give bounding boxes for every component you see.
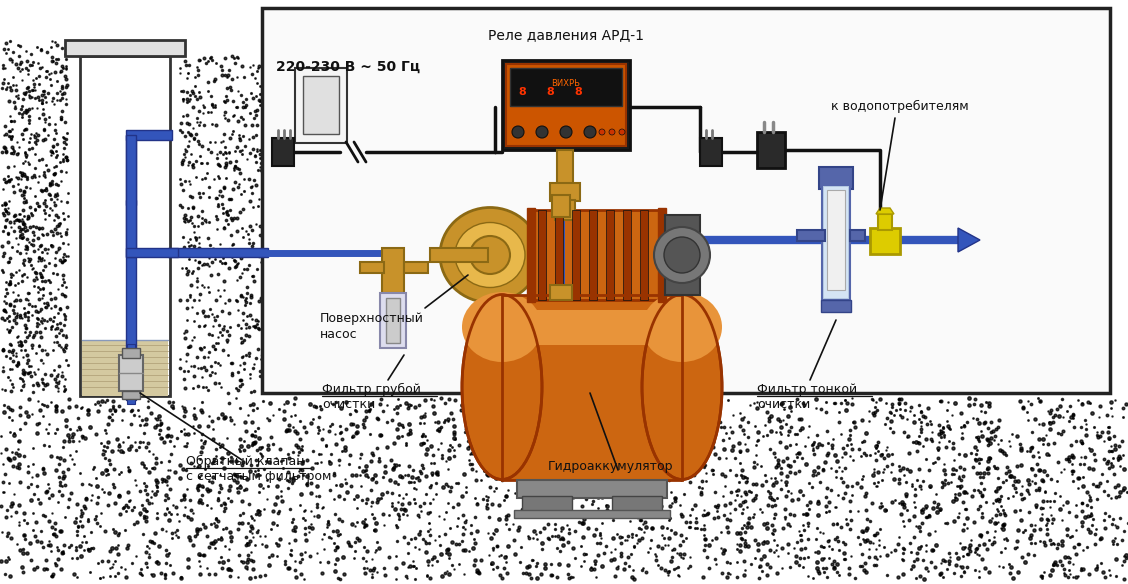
Circle shape xyxy=(512,126,525,138)
Bar xyxy=(502,295,682,480)
Bar xyxy=(870,228,900,254)
Text: Фильтр грубой: Фильтр грубой xyxy=(321,383,421,396)
Bar xyxy=(555,200,575,220)
Bar xyxy=(851,230,865,241)
Circle shape xyxy=(654,227,710,283)
Bar xyxy=(126,248,178,257)
Bar xyxy=(0,393,1128,584)
Ellipse shape xyxy=(470,236,510,274)
Bar xyxy=(510,68,622,106)
Circle shape xyxy=(664,237,700,273)
Ellipse shape xyxy=(440,207,540,303)
Ellipse shape xyxy=(642,294,722,479)
Bar xyxy=(557,150,573,190)
Text: Поверхностный: Поверхностный xyxy=(320,312,424,325)
Bar xyxy=(550,285,572,300)
Bar xyxy=(555,210,563,300)
Text: очистки: очистки xyxy=(321,398,376,411)
Text: Гидроаккумулятор: Гидроаккумулятор xyxy=(548,460,673,473)
Bar xyxy=(502,310,682,345)
Text: Фильтр тонкой: Фильтр тонкой xyxy=(757,383,857,396)
Bar xyxy=(380,293,406,348)
Bar xyxy=(272,138,294,166)
Ellipse shape xyxy=(462,294,541,479)
Bar xyxy=(606,210,614,300)
Circle shape xyxy=(609,129,615,135)
Bar xyxy=(126,135,136,205)
Bar xyxy=(527,208,535,302)
Bar xyxy=(386,298,400,343)
Bar xyxy=(530,210,660,300)
Bar xyxy=(404,262,428,273)
Text: с сетчатым фильтром: с сетчатым фильтром xyxy=(186,470,332,483)
Text: насос: насос xyxy=(320,328,358,341)
Bar xyxy=(65,40,185,56)
Text: 220-230 В ~ 50 Гц: 220-230 В ~ 50 Гц xyxy=(276,60,420,74)
Text: 8: 8 xyxy=(546,87,554,97)
Bar xyxy=(303,76,340,134)
Circle shape xyxy=(559,126,572,138)
Ellipse shape xyxy=(462,292,541,362)
Bar xyxy=(821,300,851,312)
Bar xyxy=(168,248,268,257)
Bar xyxy=(262,8,1110,393)
Bar xyxy=(822,185,851,300)
Circle shape xyxy=(599,129,605,135)
Polygon shape xyxy=(958,228,980,252)
Bar xyxy=(126,135,136,257)
Bar xyxy=(538,210,546,300)
Bar xyxy=(296,68,347,143)
Circle shape xyxy=(619,129,625,135)
Bar xyxy=(666,215,700,295)
Text: 8: 8 xyxy=(574,87,582,97)
Bar xyxy=(589,210,597,300)
Bar xyxy=(80,56,170,396)
Bar xyxy=(514,510,670,518)
Bar xyxy=(819,167,853,189)
Bar xyxy=(122,391,140,399)
Bar xyxy=(122,348,140,358)
Bar xyxy=(127,344,135,404)
Ellipse shape xyxy=(642,292,722,362)
Bar xyxy=(517,480,667,498)
Bar xyxy=(382,248,404,293)
Bar xyxy=(502,60,631,150)
Bar xyxy=(613,496,662,511)
Bar xyxy=(797,230,825,241)
Bar xyxy=(640,210,647,300)
Bar xyxy=(126,130,171,140)
Bar xyxy=(827,190,845,290)
Text: 8: 8 xyxy=(518,87,526,97)
Text: к водопотребителям: к водопотребителям xyxy=(831,100,969,113)
Bar xyxy=(550,183,580,201)
Bar xyxy=(823,187,848,298)
Text: Обратный клапан: Обратный клапан xyxy=(186,455,305,468)
Bar xyxy=(700,138,722,166)
Bar xyxy=(522,496,572,511)
Text: Реле давления АРД-1: Реле давления АРД-1 xyxy=(488,28,644,42)
Bar xyxy=(757,132,785,168)
Ellipse shape xyxy=(455,223,525,287)
Bar xyxy=(118,355,143,391)
Bar xyxy=(878,214,892,230)
Bar xyxy=(502,295,682,480)
Bar xyxy=(572,210,580,300)
Text: ВИХРЬ: ВИХРЬ xyxy=(552,79,581,89)
Bar xyxy=(658,208,666,302)
Circle shape xyxy=(536,126,548,138)
Circle shape xyxy=(584,126,596,138)
Bar xyxy=(360,262,384,273)
Bar xyxy=(623,210,631,300)
Bar xyxy=(126,200,136,400)
Text: очистки: очистки xyxy=(757,398,810,411)
Bar xyxy=(430,248,488,262)
Bar xyxy=(82,340,168,396)
Bar xyxy=(506,64,626,146)
Polygon shape xyxy=(876,208,895,214)
Bar xyxy=(552,195,570,217)
